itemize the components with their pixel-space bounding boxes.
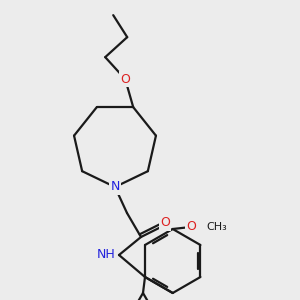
Text: N: N (110, 181, 120, 194)
Text: O: O (120, 73, 130, 86)
Text: CH₃: CH₃ (207, 222, 227, 232)
Text: NH: NH (96, 248, 115, 262)
Text: O: O (160, 217, 170, 230)
Text: O: O (186, 220, 196, 233)
